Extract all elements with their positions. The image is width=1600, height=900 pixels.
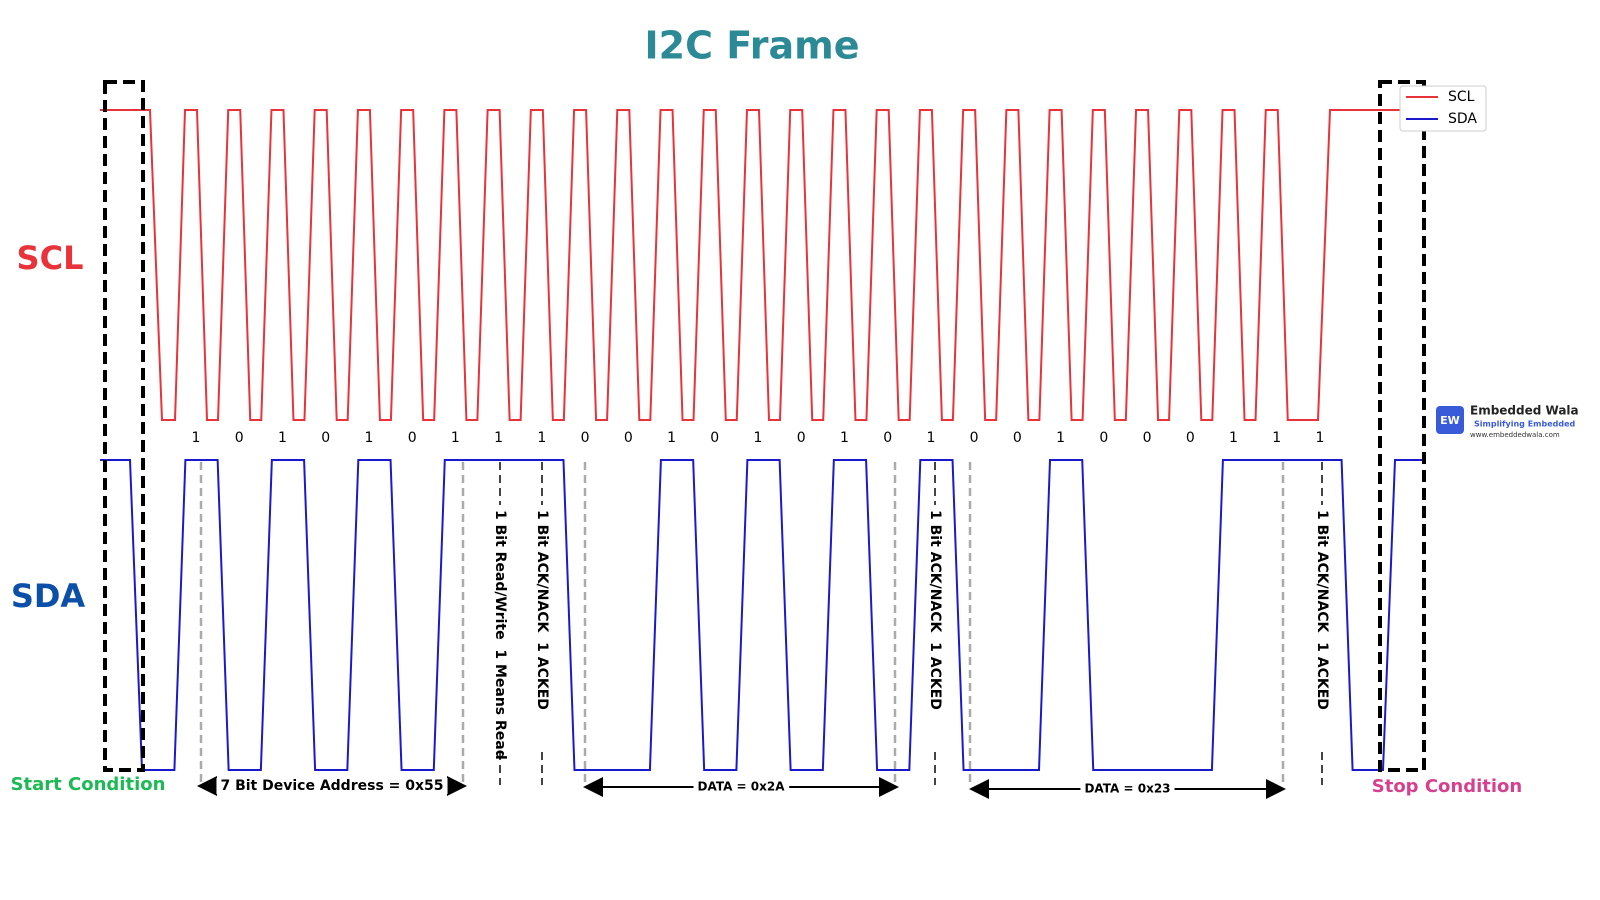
scl-wave — [100, 109, 1425, 421]
bit-label: 0 — [624, 430, 633, 446]
bit-label: 0 — [1186, 430, 1195, 446]
stop-condition: Stop Condition — [1372, 776, 1523, 797]
scl-label: SCL — [17, 239, 84, 277]
bit-label: 1 — [667, 430, 676, 446]
vertical-note: 1 Bit ACK/NACK 1 ACKED — [534, 510, 550, 710]
vertical-note: 1 Bit ACK/NACK 1 ACKED — [927, 510, 943, 710]
bit-label: 0 — [1099, 430, 1108, 446]
range-label: DATA = 0x2A — [698, 780, 786, 794]
bit-label: 1 — [1272, 430, 1281, 446]
logo-icon — [1436, 406, 1464, 434]
start-box — [103, 80, 145, 772]
vertical-note: 1 Bit Read/Write 1 Means Read — [492, 510, 508, 760]
bit-label: 0 — [710, 430, 719, 446]
vertical-note: 1 Bit ACK/NACK 1 ACKED — [1314, 510, 1330, 710]
bit-label: 1 — [451, 430, 460, 446]
bit-label: 0 — [883, 430, 892, 446]
bit-label: 1 — [1056, 430, 1065, 446]
bit-label: 0 — [1013, 430, 1022, 446]
bit-label: 1 — [754, 430, 763, 446]
range-label-bg — [1080, 781, 1175, 796]
bit-label: 1 — [1229, 430, 1238, 446]
legend-entry: SCL — [1448, 89, 1475, 105]
logo-name: Embedded Wala — [1470, 404, 1579, 418]
bit-label: 1 — [1316, 430, 1325, 446]
bit-label: 0 — [235, 430, 244, 446]
bit-label: 0 — [970, 430, 979, 446]
bit-label: 0 — [797, 430, 806, 446]
range-label-bg — [693, 779, 790, 794]
bit-label: 0 — [321, 430, 330, 446]
bit-label: 1 — [840, 430, 849, 446]
bit-label: 0 — [408, 430, 417, 446]
bit-label: 1 — [192, 430, 201, 446]
waveforms — [100, 109, 1425, 771]
bit-label: 1 — [494, 430, 503, 446]
bit-label: 1 — [537, 430, 546, 446]
logo-tagline: Simplifying Embedded — [1474, 420, 1576, 429]
range-label: 7 Bit Device Address = 0x55 — [220, 778, 443, 794]
logo-url: www.embeddedwala.com — [1470, 431, 1560, 439]
bit-label: 1 — [926, 430, 935, 446]
legend: SCL SDA — [1399, 85, 1487, 132]
bit-label: 1 — [364, 430, 373, 446]
range-label: DATA = 0x23 — [1084, 782, 1170, 796]
title: I2C Frame — [645, 24, 860, 68]
bit-label: 1 — [278, 430, 287, 446]
stop-box — [1378, 80, 1426, 772]
bit-label: 0 — [1143, 430, 1152, 446]
range-label-bg — [216, 778, 448, 794]
logo-icon-text: EW — [1440, 414, 1460, 427]
sda-wave — [100, 459, 1425, 771]
legend-entry: SDA — [1448, 111, 1477, 127]
bit-label: 0 — [581, 430, 590, 446]
start-condition: Start Condition — [11, 774, 166, 795]
logo: EW Embedded Wala Simplifying Embedded ww… — [1436, 404, 1579, 439]
sda-label: SDA — [11, 577, 86, 615]
